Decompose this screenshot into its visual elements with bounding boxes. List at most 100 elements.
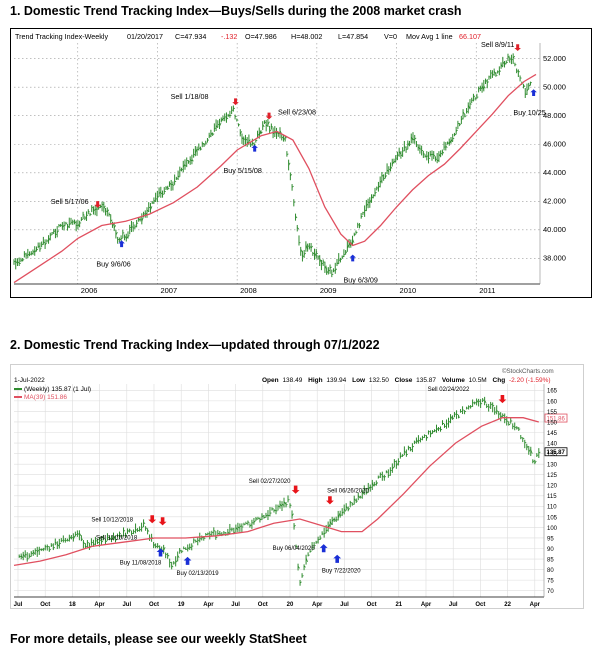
price-bar-tick: [291, 185, 294, 188]
footer-note: For more details, please see our weekly …: [10, 632, 307, 646]
price-bar-tick: [262, 124, 265, 128]
chart1-y-tick-label: 50.000: [543, 83, 566, 92]
sell-arrow-icon: [498, 394, 507, 404]
price-bar-tick: [288, 162, 291, 166]
price-bar-tick: [333, 518, 336, 521]
price-bar-tick: [345, 251, 348, 254]
price-bar-tick: [167, 554, 170, 557]
price-bar-tick: [534, 460, 537, 464]
buy-arrow-icon: [251, 144, 258, 152]
price-bar-tick: [239, 525, 242, 528]
signal-label: Buy 9/6/06: [96, 259, 130, 268]
price-bar-tick: [291, 513, 294, 517]
price-bar-tick: [89, 213, 92, 216]
price-bar-tick: [127, 529, 130, 532]
price-bar-tick: [205, 142, 208, 144]
price-bar-tick: [207, 533, 210, 535]
price-bar-tick: [454, 133, 457, 136]
price-bar-tick: [209, 533, 212, 536]
price-bar-tick: [212, 133, 215, 136]
price-bar-tick: [234, 115, 237, 118]
price-bar-tick: [412, 445, 415, 448]
buy-arrow-icon: [118, 240, 125, 248]
price-bar-tick: [36, 248, 39, 251]
chart1-ma-label-text: Mov Avg 1 line: [406, 32, 453, 41]
price-bar-tick: [473, 95, 476, 98]
price-bar-tick: [103, 205, 106, 210]
chart2-ohlc-line: Open 138.49 High 139.94 Low 132.50 Close…: [262, 377, 551, 384]
chart2-x-tick-label: Jul: [340, 602, 349, 608]
price-bar-tick: [384, 476, 387, 478]
chart2-x-tick-label: Apr: [203, 602, 214, 608]
price-bar-tick: [496, 410, 499, 412]
price-bar-tick: [77, 532, 80, 535]
trend-index-2022-chart: Sell 10/12/2018 Buy 11/08/2018 Sell 11/15/…: [10, 364, 584, 609]
price-bar-tick: [530, 449, 533, 454]
signal-label: Buy 10/25: [513, 108, 545, 117]
price-bar-tick: [500, 63, 503, 68]
price-bar-tick: [414, 441, 417, 443]
price-bar-tick: [526, 88, 529, 92]
chart2-high-label: High: [308, 377, 322, 384]
price-bar-tick: [452, 417, 455, 419]
price-bar-tick: [507, 55, 510, 59]
chart2-x-tick-label: 20: [287, 602, 294, 608]
chart2-x-tick-label: Oct: [40, 602, 50, 608]
price-bar-tick: [301, 575, 304, 577]
price-bar-tick: [386, 470, 389, 473]
chart2-x-tick-label: Jul: [231, 602, 240, 608]
price-bar-tick: [22, 553, 26, 557]
price-bar-tick: [269, 129, 272, 132]
price-bar-tick: [79, 532, 82, 536]
price-bar-tick: [295, 545, 298, 548]
price-bar-tick: [237, 526, 240, 529]
price-bar-tick: [249, 524, 252, 527]
price-bar-tick: [488, 406, 491, 408]
price-bar-tick: [65, 222, 68, 225]
sell-arrow-icon: [232, 98, 239, 106]
price-bar-tick: [259, 518, 262, 521]
chart1-change-text: -.132: [221, 32, 237, 41]
chart2-y-tick-label: 115: [547, 494, 557, 500]
price-bar-tick: [283, 501, 286, 505]
price-bar-tick: [139, 528, 142, 531]
price-bar-tick: [43, 548, 45, 550]
signal-label: Sell 8/9/11: [481, 40, 514, 49]
price-bar-tick: [329, 266, 332, 269]
chart1-x-tick-label: 2010: [400, 286, 417, 295]
price-bar-tick: [414, 137, 417, 140]
price-bar-tick: [51, 544, 54, 547]
chart1-x-tick-label: 2006: [81, 286, 98, 295]
price-bar-tick: [31, 552, 33, 555]
price-bar-tick: [83, 541, 86, 545]
price-bar-tick: [177, 175, 180, 178]
price-bar-tick: [56, 230, 60, 233]
signal-label: Buy 11/08/2018: [120, 560, 162, 566]
chart2-x-tick-label: Apr: [421, 602, 432, 608]
chart2-legend-price-text: (Weekly) 135.87 (1 Jul): [24, 386, 91, 393]
price-bar-tick: [378, 476, 380, 478]
chart1-x-tick-label: 2007: [160, 286, 177, 295]
chart2-chg-value: -2.20 (-1.59%): [509, 377, 551, 384]
price-bar-tick: [20, 555, 24, 559]
chart2-watermark-text: ©StockCharts.com: [502, 368, 554, 375]
chart2-x-tick-label: Jul: [122, 602, 131, 608]
price-bar-tick: [145, 527, 148, 530]
price-bar-tick: [504, 62, 507, 65]
price-bar-tick: [305, 557, 308, 563]
chart2-x-tick-label: Jul: [14, 602, 23, 608]
signal-label: Sell 02/27/2020: [249, 479, 291, 485]
price-bar-tick: [341, 511, 344, 514]
price-bar-tick: [203, 537, 206, 540]
price-bar-tick: [303, 252, 306, 255]
price-bar-tick: [44, 242, 47, 246]
price-bar-tick: [279, 503, 282, 507]
price-bar-tick: [28, 555, 32, 558]
sell-arrow-icon: [158, 517, 167, 526]
price-bar-tick: [236, 119, 239, 121]
price-bar-tick: [115, 538, 118, 541]
price-bar-tick: [200, 148, 203, 150]
price-bar-tick: [253, 520, 256, 523]
chart2-y-tick-label: 120: [547, 484, 558, 490]
price-bar-tick: [157, 545, 160, 548]
